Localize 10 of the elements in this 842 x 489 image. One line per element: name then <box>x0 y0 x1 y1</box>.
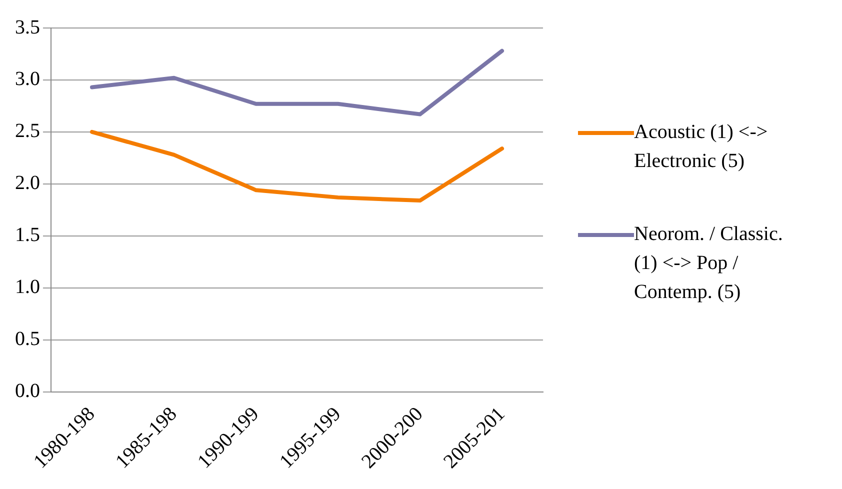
y-tick-label: 0.5 <box>15 328 40 350</box>
legend-label: Acoustic (1) <-> Electronic (5) <box>634 120 769 174</box>
y-tick-label: 2.5 <box>15 120 40 142</box>
y-tick-label: 0.0 <box>15 380 40 402</box>
y-tick-label: 3.5 <box>15 16 40 38</box>
y-tick-label: 1.0 <box>15 276 40 298</box>
y-tick-label: 2.0 <box>15 172 40 194</box>
y-tick-label: 1.5 <box>15 224 40 246</box>
y-tick-label: 3.0 <box>15 68 40 90</box>
legend-label: Neorom. / Classic. (1) <-> Pop / Contemp. (5) <box>634 222 784 305</box>
